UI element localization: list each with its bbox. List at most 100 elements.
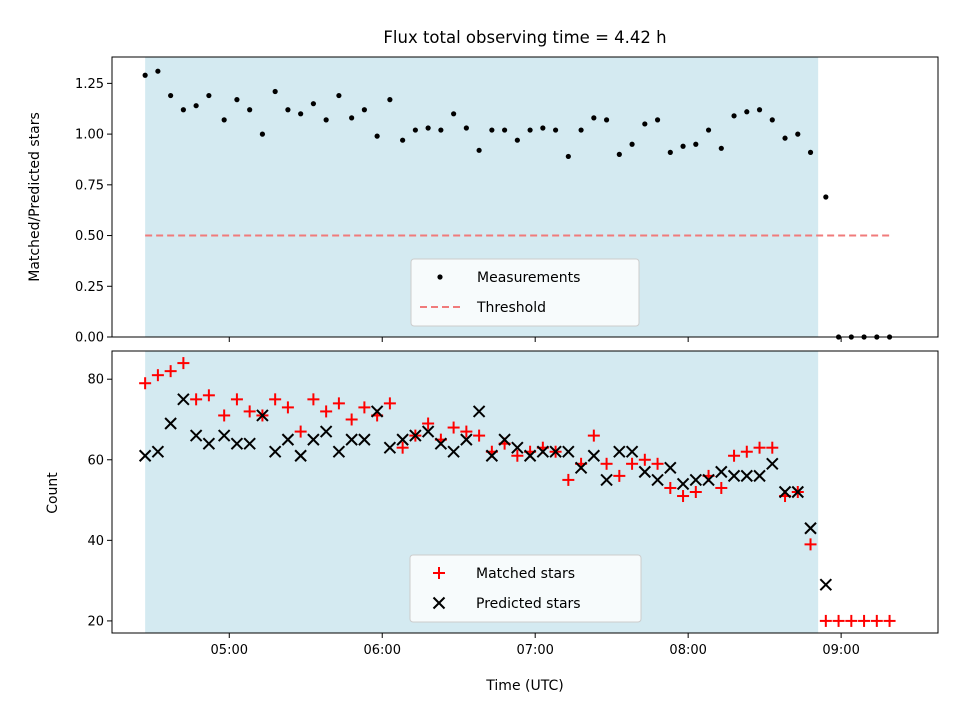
matched-star-point	[460, 425, 473, 438]
measurement-point	[578, 127, 584, 133]
measurement-point	[336, 92, 342, 99]
top-data-layer	[142, 68, 893, 340]
measurement-point	[193, 103, 199, 109]
measurement-point	[731, 113, 737, 119]
predicted-star-point	[549, 445, 562, 458]
measurement-point	[155, 68, 161, 74]
y-tick-label: 0.75	[75, 178, 104, 193]
measurement-point	[629, 141, 635, 147]
matched-star-point	[422, 417, 435, 430]
legend-predicted-marker	[432, 596, 446, 610]
y-tick-label: 1.00	[75, 128, 104, 143]
matched-star-point	[858, 614, 871, 627]
measurement-point	[823, 194, 829, 200]
predicted-star-point	[536, 445, 550, 458]
predicted-star-point	[766, 457, 779, 471]
bottom-axes-frame	[111, 350, 939, 634]
measurement-point	[502, 127, 508, 133]
legend-predicted-label: Predicted stars	[476, 596, 581, 612]
x-tick-label: 05:00	[211, 643, 248, 658]
measurement-point	[718, 145, 724, 151]
matched-star-point	[766, 441, 779, 454]
matched-star-point	[715, 481, 728, 494]
y-tick-label: 0.00	[75, 331, 104, 346]
measurement-point	[642, 121, 648, 127]
matched-star-point	[473, 429, 486, 442]
predicted-star-point	[638, 465, 652, 479]
predicted-star-point	[434, 437, 448, 450]
matched-star-point	[587, 429, 600, 442]
matched-star-point	[320, 405, 333, 418]
predicted-star-point	[396, 433, 409, 446]
measurement-point	[693, 141, 699, 147]
predicted-star-point	[189, 429, 203, 442]
legend-matched-label: Matched stars	[476, 566, 575, 582]
x-tick-label: 08:00	[669, 643, 706, 658]
predicted-star-point	[664, 461, 677, 475]
predicted-star-point	[230, 437, 244, 450]
predicted-star-point	[383, 441, 397, 454]
top-x-ticks	[228, 337, 842, 342]
measurement-point	[180, 107, 186, 113]
predicted-star-point	[574, 461, 588, 475]
measurement-point	[795, 131, 801, 137]
matched-star-point	[689, 486, 702, 498]
matched-star-point	[243, 405, 256, 418]
predicted-star-point	[332, 445, 346, 458]
predicted-star-point	[164, 417, 177, 430]
measurement-point	[142, 72, 148, 78]
bottom-y-ticks: 20 40 60 80	[87, 373, 112, 629]
matched-star-point	[651, 457, 664, 470]
matched-star-point	[562, 473, 575, 486]
measurement-point	[234, 97, 240, 103]
legend-measurements-marker	[437, 274, 443, 280]
matched-star-point	[804, 538, 817, 551]
matched-star-point	[307, 393, 320, 406]
measurement-point	[782, 135, 788, 141]
legend-matched-marker	[433, 567, 445, 579]
predicted-star-point	[523, 449, 537, 462]
predicted-star-point	[472, 405, 486, 418]
matched-star-point	[230, 393, 243, 406]
matched-star-point	[832, 614, 845, 627]
predicted-star-point	[727, 469, 741, 483]
predicted-star-point	[753, 469, 766, 483]
measurement-point	[756, 107, 763, 113]
legend-box	[410, 258, 640, 327]
matched-star-point	[511, 449, 524, 462]
matched-star-point	[151, 369, 164, 382]
matched-star-point	[740, 445, 753, 458]
predicted-star-point	[804, 522, 817, 535]
measurement-point	[221, 117, 227, 123]
legend-box	[409, 554, 642, 623]
bottom-data-layer	[138, 357, 896, 627]
measurement-point	[807, 149, 814, 155]
predicted-star-point	[819, 578, 833, 591]
measurement-point	[361, 107, 367, 113]
bottom-x-ticks: 05:00 06:00 07:00 08:00 09:00	[211, 633, 860, 658]
top-y-ticks: 0.00 0.25 0.50 0.75 1.00 1.25	[75, 77, 112, 346]
chart-title: Flux total observing time = 4.42 h	[383, 28, 666, 47]
legend-threshold-label: Threshold	[476, 300, 546, 316]
predicted-star-point	[421, 425, 435, 438]
predicted-star-point	[613, 445, 626, 458]
measurement-point	[514, 137, 520, 143]
predicted-star-point	[485, 449, 499, 462]
measurement-point	[310, 101, 317, 107]
predicted-star-point	[460, 433, 473, 446]
matched-star-point	[383, 397, 396, 410]
predicted-star-point	[689, 473, 703, 487]
y-tick-label: 80	[87, 373, 104, 388]
predicted-star-point	[281, 433, 295, 446]
measurement-point	[387, 97, 393, 103]
measurement-point	[540, 125, 546, 131]
y-tick-label: 0.25	[75, 280, 104, 295]
measurement-point	[323, 117, 329, 123]
x-tick-label: 06:00	[364, 643, 401, 658]
measurement-point	[463, 125, 469, 131]
predicted-star-point	[676, 477, 690, 491]
measurement-point	[168, 92, 174, 99]
matched-star-point	[218, 409, 231, 422]
measurement-point	[206, 92, 212, 99]
